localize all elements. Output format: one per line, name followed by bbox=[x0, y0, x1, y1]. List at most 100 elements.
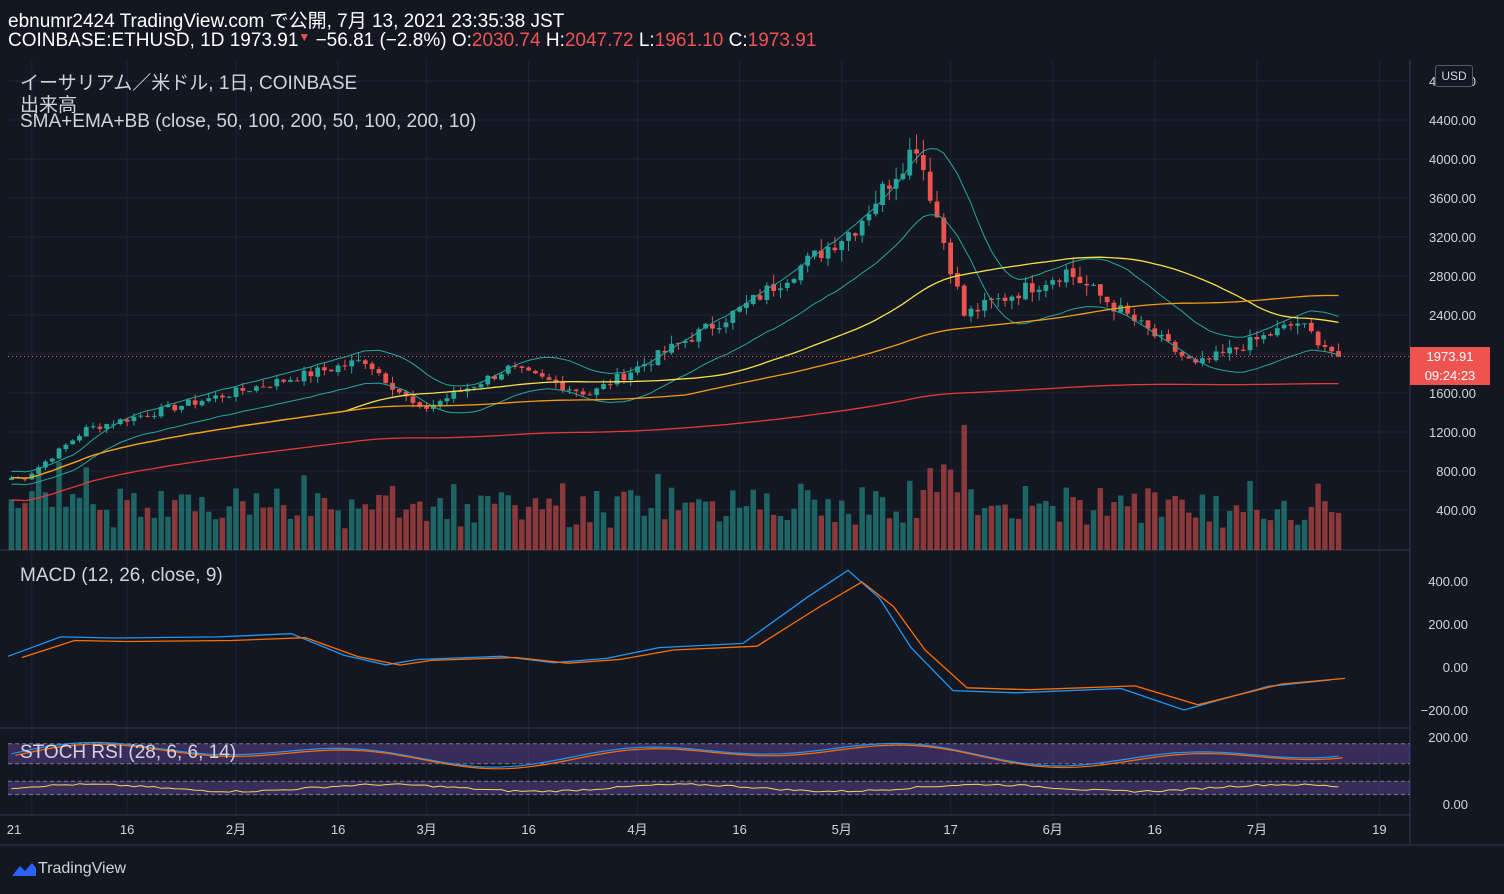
candle-body bbox=[376, 369, 382, 374]
candle-body bbox=[233, 387, 239, 397]
sma-50-line bbox=[11, 256, 1339, 479]
macd-tick-label: 200.00 bbox=[1428, 617, 1468, 632]
volume-bar bbox=[553, 505, 559, 550]
candle-body bbox=[1193, 359, 1198, 363]
volume-bar bbox=[532, 498, 539, 550]
volume-bar bbox=[696, 499, 702, 550]
volume-bar bbox=[1165, 499, 1172, 550]
current-price: 1973.91 bbox=[1426, 349, 1474, 364]
candle-body bbox=[260, 386, 266, 388]
volume-bar bbox=[1077, 500, 1083, 550]
candle-body bbox=[573, 389, 579, 392]
candle-body bbox=[1036, 289, 1042, 293]
candle-body bbox=[873, 203, 879, 215]
candle-body bbox=[492, 376, 497, 379]
currency-button[interactable]: USD bbox=[1435, 65, 1473, 87]
volume-bar bbox=[655, 473, 661, 550]
candle-body bbox=[1254, 337, 1260, 340]
candle-body bbox=[621, 373, 627, 381]
candle-body bbox=[131, 416, 137, 422]
publish-info: ebnumr2424 TradingView.com で公開, 7月 13, 2… bbox=[8, 11, 565, 32]
candle-body bbox=[97, 426, 103, 429]
time-tick-label: 4月 bbox=[627, 822, 647, 837]
volume-bar bbox=[172, 499, 178, 550]
volume-bar bbox=[1084, 524, 1090, 550]
candle-body bbox=[968, 308, 974, 317]
candles bbox=[9, 134, 1341, 482]
volume-bar bbox=[437, 497, 443, 550]
volume-bar bbox=[587, 522, 593, 550]
legend-macd[interactable]: MACD (12, 26, close, 9) bbox=[20, 565, 223, 586]
price-tick-label: 2800.00 bbox=[1429, 269, 1476, 284]
volume-bar bbox=[1063, 487, 1070, 550]
volume-bar bbox=[253, 493, 260, 550]
rsi-line bbox=[11, 783, 1339, 793]
volume-bar bbox=[995, 505, 1001, 550]
candle-body bbox=[710, 324, 715, 329]
tradingview-logo[interactable]: TradingView bbox=[10, 860, 126, 878]
candle-body bbox=[1159, 334, 1164, 337]
volume-bar bbox=[1288, 519, 1294, 550]
volume-bar bbox=[1281, 500, 1287, 550]
time-tick-label: 7月 bbox=[1247, 822, 1267, 837]
candle-body bbox=[1070, 268, 1076, 278]
candle-body bbox=[485, 375, 491, 385]
candle-body bbox=[512, 365, 518, 367]
candle-body bbox=[1131, 314, 1137, 321]
volume-bar bbox=[600, 512, 607, 550]
candle-body bbox=[1261, 335, 1267, 340]
volume-bar bbox=[873, 491, 879, 550]
candle-body bbox=[607, 384, 613, 386]
legend-volume[interactable]: 出来高 bbox=[20, 95, 78, 116]
volume-bar bbox=[961, 425, 967, 550]
candle-body bbox=[696, 329, 702, 342]
volume-bar bbox=[301, 475, 307, 550]
candle-body bbox=[49, 458, 55, 462]
time-tick-label: 16 bbox=[732, 822, 746, 837]
volume-bar bbox=[233, 488, 239, 550]
candle-body bbox=[934, 201, 940, 218]
volume-bar bbox=[662, 519, 668, 550]
volume-bar bbox=[403, 509, 409, 550]
volume-bar bbox=[988, 505, 995, 550]
candle-body bbox=[893, 178, 899, 189]
candle-body bbox=[369, 363, 375, 370]
volume-bar bbox=[29, 491, 35, 550]
candle-body bbox=[124, 419, 130, 422]
volume-bar bbox=[954, 492, 961, 550]
volume-bar bbox=[410, 503, 416, 550]
open-label: O: bbox=[451, 30, 472, 51]
volume-bar bbox=[1192, 517, 1199, 550]
volume-bar bbox=[770, 514, 777, 550]
volume-bar bbox=[389, 485, 396, 550]
volume-bar bbox=[947, 469, 954, 550]
volume-bar bbox=[825, 499, 831, 550]
volume-bar bbox=[321, 498, 328, 550]
volume-bar bbox=[328, 509, 334, 550]
bollinger-upper bbox=[11, 148, 1339, 473]
time-tick-label: 5月 bbox=[832, 822, 852, 837]
macd-tick-label: −200.00 bbox=[1421, 703, 1468, 718]
volume-bar bbox=[1226, 510, 1233, 550]
legend-ma[interactable]: SMA+EMA+BB (close, 50, 100, 200, 50, 100… bbox=[20, 111, 477, 132]
down-arrow-icon: ▼ bbox=[298, 30, 311, 44]
time-tick-label: 3月 bbox=[416, 822, 436, 837]
volume-bar bbox=[117, 488, 124, 550]
macd-line bbox=[7, 569, 1332, 711]
time-tick-label: 6月 bbox=[1043, 822, 1063, 837]
candle-body bbox=[403, 391, 409, 397]
time-tick-label: 16 bbox=[120, 822, 134, 837]
candle-body bbox=[83, 427, 89, 437]
candle-body bbox=[1145, 320, 1151, 329]
legend-title[interactable]: イーサリアム／米ドル, 1日, COINBASE bbox=[20, 73, 358, 94]
candle-body bbox=[77, 435, 82, 441]
volume-bar bbox=[1274, 509, 1281, 550]
candle-body bbox=[505, 365, 511, 374]
candle-body bbox=[771, 284, 777, 291]
candle-body bbox=[63, 444, 69, 449]
volume-bar bbox=[1206, 521, 1212, 550]
legend-stoch[interactable]: STOCH RSI (28, 6, 6, 14) bbox=[20, 742, 237, 763]
volume-bar bbox=[900, 522, 906, 550]
candle-body bbox=[1315, 331, 1321, 346]
